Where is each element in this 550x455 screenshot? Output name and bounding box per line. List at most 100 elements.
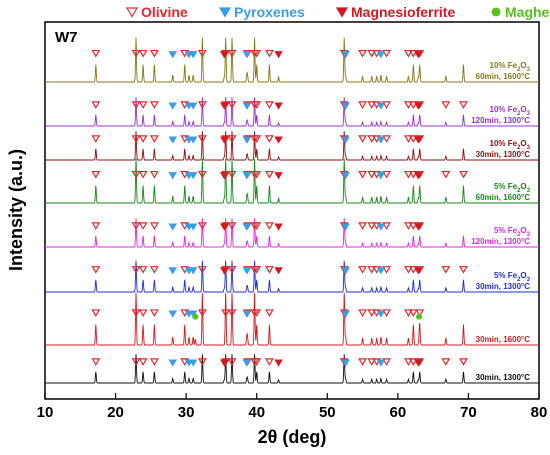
pyroxene-marker: [242, 359, 252, 367]
olivine-marker: [91, 266, 101, 274]
olivine-marker: [382, 309, 392, 317]
olivine-marker: [358, 222, 368, 230]
olivine-marker: [382, 49, 392, 58]
pyroxene-marker: [242, 136, 252, 144]
xrd-trace: [45, 218, 539, 248]
xrd-trace: [45, 354, 539, 384]
olivine-marker: [264, 170, 274, 179]
pyroxene-marker: [376, 172, 386, 180]
olivine-marker: [91, 309, 101, 317]
olivine-marker: [197, 309, 207, 317]
phase-markers: [91, 49, 468, 367]
maghemite-marker: [192, 313, 199, 320]
olivine-marker: [358, 101, 368, 109]
olivine-marker: [227, 135, 237, 143]
olivine-marker: [367, 49, 377, 58]
legend-label: Pyroxenes: [234, 4, 305, 20]
trace-label-condition: 60min, 1600°C: [476, 72, 531, 81]
trace-label-condition: 30min, 1300°C: [476, 150, 531, 159]
olivine-marker: [252, 135, 262, 143]
magnesioferrite-marker: [274, 136, 283, 144]
pyroxene-marker: [168, 172, 177, 180]
olivine-marker: [131, 222, 141, 230]
olivine-marker: [91, 170, 101, 179]
olivine-marker: [91, 49, 101, 58]
pyroxene-marker: [376, 267, 386, 275]
olivine-marker: [131, 101, 141, 109]
olivine-marker: [459, 170, 468, 179]
pyroxene-marker: [168, 223, 177, 231]
olivine-marker: [149, 170, 159, 179]
olivine-marker: [382, 135, 392, 143]
olivine-marker: [197, 358, 207, 366]
xrd-trace: [45, 97, 539, 127]
trace-label-condition: 120min, 1300°C: [471, 116, 530, 125]
olivine-marker: [149, 135, 159, 143]
pyroxene-marker: [188, 359, 198, 367]
olivine-marker: [252, 358, 262, 366]
olivine-marker: [149, 49, 159, 58]
pyroxene-marker: [168, 267, 177, 275]
olivine-marker: [408, 222, 418, 230]
olivine-marker: [403, 309, 413, 317]
olivine-marker: [264, 266, 274, 274]
olivine-marker: [408, 266, 418, 274]
olivine-marker: [367, 222, 377, 230]
pyroxene-marker: [376, 223, 386, 231]
olivine-marker: [91, 135, 101, 143]
pyroxene-marker: [341, 310, 350, 318]
olivine-marker: [382, 358, 392, 366]
olivine-marker: [367, 101, 377, 109]
olivine-marker: [138, 135, 148, 143]
pyroxene-marker: [188, 172, 198, 180]
traces: [45, 37, 539, 384]
olivine-marker: [264, 222, 274, 230]
pyroxene-marker: [188, 102, 198, 110]
pyroxene-marker: [242, 102, 252, 110]
panel-label: W7: [55, 29, 78, 46]
olivine-marker: [252, 266, 262, 274]
trace-label-composition: 10% Fe2O3: [490, 139, 531, 151]
olivine-marker: [367, 135, 377, 143]
magnesioferrite-marker: [414, 172, 423, 180]
olivine-marker: [403, 222, 413, 230]
olivine-marker: [358, 358, 368, 366]
y-axis-title: Intensity (a.u.): [6, 149, 26, 271]
trace-label-condition: 30min, 1600°C: [476, 335, 531, 344]
magnesioferrite-marker: [414, 102, 423, 110]
olivine-marker: [138, 101, 148, 109]
pyroxene-marker: [376, 136, 386, 144]
olivine-marker: [91, 358, 101, 366]
olivine-marker: [138, 266, 148, 274]
x-axis-title: 2θ (deg): [258, 427, 327, 447]
pyroxene-marker: [188, 136, 198, 144]
pyroxene-marker: [168, 310, 177, 318]
olivine-marker: [252, 170, 262, 179]
olivine-marker: [264, 309, 274, 317]
olivine-marker: [197, 135, 207, 143]
magnesioferrite-marker: [414, 51, 423, 59]
olivine-marker: [227, 266, 237, 274]
pyroxene-marker: [376, 359, 386, 367]
olivine-marker: [138, 170, 148, 179]
olivine-marker: [252, 222, 262, 230]
legend: Olivine Pyroxenes Magnesioferrite Maghemite: [125, 4, 550, 20]
pyroxene-marker: [341, 102, 350, 110]
magnesioferrite-marker: [220, 267, 229, 275]
olivine-marker: [221, 309, 231, 317]
xrd-trace: [45, 260, 539, 293]
magnesioferrite-marker: [414, 223, 423, 231]
olivine-marker: [197, 49, 207, 58]
maghemite-marker: [416, 313, 423, 320]
olivine-marker: [149, 101, 159, 109]
pyroxene-marker: [341, 223, 350, 231]
trace-label-condition: 30min, 1300°C: [476, 282, 531, 291]
x-tick-label: 60: [390, 404, 407, 421]
olivine-marker: [131, 266, 141, 274]
pyroxene-marker: [188, 223, 198, 231]
pyroxene-marker: [168, 359, 177, 367]
magnesioferrite-marker: [274, 102, 283, 110]
pyroxene-marker: [168, 102, 177, 110]
